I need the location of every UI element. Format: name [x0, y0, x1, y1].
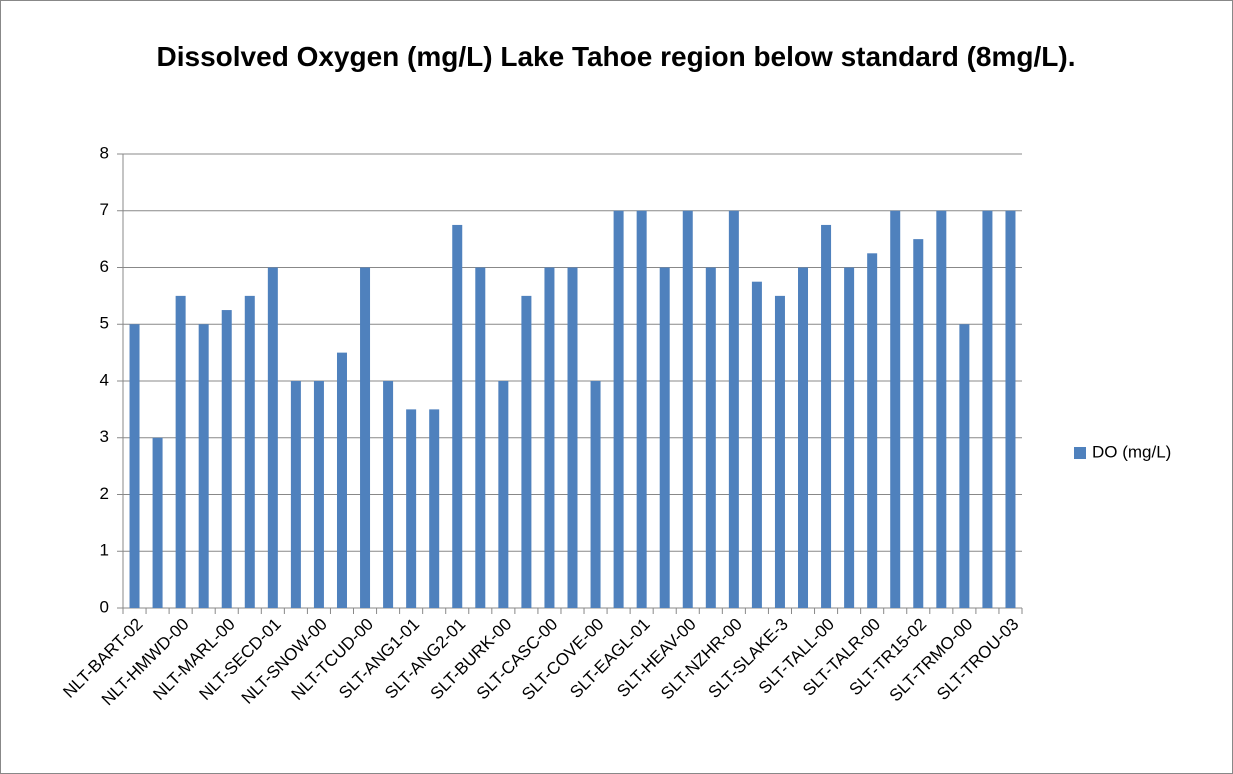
bar: [452, 224, 463, 608]
bar: [590, 381, 601, 608]
bar: [383, 381, 394, 608]
x-tick-label: SLT-EAGL-01: [566, 615, 653, 702]
x-tick-label: SLT-NZHR-00: [657, 615, 746, 704]
bar: [867, 253, 878, 608]
bar: [567, 267, 578, 608]
bar: [821, 224, 832, 608]
bar: [244, 295, 255, 608]
chart-title: Dissolved Oxygen (mg/L) Lake Tahoe regio…: [156, 41, 1076, 72]
bar: [429, 409, 440, 608]
y-tick-label: 0: [100, 597, 109, 616]
bar: [982, 210, 993, 608]
bar: [336, 352, 347, 608]
bar: [498, 381, 509, 608]
legend-swatch: [1074, 447, 1086, 459]
bar: [659, 267, 670, 608]
bar: [290, 381, 301, 608]
bar: [521, 295, 532, 608]
legend-label: DO (mg/L): [1092, 442, 1171, 461]
bar: [890, 210, 901, 608]
x-tick-label: SLT-CASC-00: [473, 615, 562, 704]
bar: [751, 281, 762, 608]
y-tick-label: 6: [100, 257, 109, 276]
bar: [152, 437, 163, 608]
x-tick-label: SLT-BURK-00: [427, 615, 516, 704]
bar: [913, 239, 924, 608]
bar: [705, 267, 716, 608]
bar: [798, 267, 809, 608]
bar: [1005, 210, 1016, 608]
y-tick-label: 2: [100, 484, 109, 503]
bar: [844, 267, 855, 608]
bar: [198, 324, 209, 608]
bar: [129, 324, 140, 608]
y-tick-label: 8: [100, 143, 109, 162]
y-tick-label: 4: [100, 370, 109, 389]
x-tick-label: SLT-TROU-03: [933, 615, 1022, 704]
bar: [728, 210, 739, 608]
bar: [544, 267, 555, 608]
x-tick-label: SLT-SLAKE-3: [705, 615, 792, 702]
bar: [774, 295, 785, 608]
bar: [313, 381, 324, 608]
bar: [406, 409, 417, 608]
bar: [959, 324, 970, 608]
bar: [613, 210, 624, 608]
x-tick-label: NLT-BART-02: [59, 615, 146, 702]
y-tick-label: 3: [100, 427, 109, 446]
bar: [936, 210, 947, 608]
bar: [360, 267, 371, 608]
bar: [221, 310, 232, 608]
y-tick-label: 1: [100, 541, 109, 560]
x-tick-label: SLT-ANG2-01: [381, 615, 469, 703]
bar: [267, 267, 278, 608]
bar: [475, 267, 486, 608]
x-tick-label: SLT-ANG1-01: [335, 615, 423, 703]
y-tick-label: 5: [100, 314, 109, 333]
bar: [175, 295, 186, 608]
bar: [682, 210, 693, 608]
y-tick-label: 7: [100, 200, 109, 219]
bar: [636, 210, 647, 608]
